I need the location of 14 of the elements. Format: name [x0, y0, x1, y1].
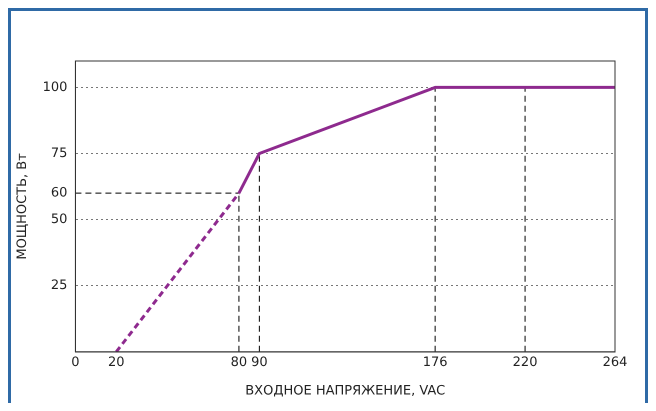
y-tick-label: 100 — [42, 80, 68, 95]
y-tick-label: 75 — [50, 146, 68, 161]
y-tick-label: 50 — [50, 212, 68, 227]
x-tick-label: 176 — [422, 354, 448, 370]
x-tick-label: 20 — [108, 354, 125, 370]
x-tick-label: 90 — [251, 354, 268, 370]
y-tick-label: 60 — [50, 186, 68, 201]
x-tick-label: 220 — [512, 354, 538, 370]
x-tick-label: 0 — [71, 354, 80, 370]
y-axis-title: МОЩНОСТЬ, Вт — [15, 152, 30, 260]
y-tick-label: 25 — [50, 278, 68, 294]
x-axis-title: ВХОДНОЕ НАПРЯЖЕНИЕ, VAC — [245, 384, 446, 399]
x-tick-label: 80 — [230, 354, 248, 370]
x-tick-label: 264 — [602, 354, 628, 370]
